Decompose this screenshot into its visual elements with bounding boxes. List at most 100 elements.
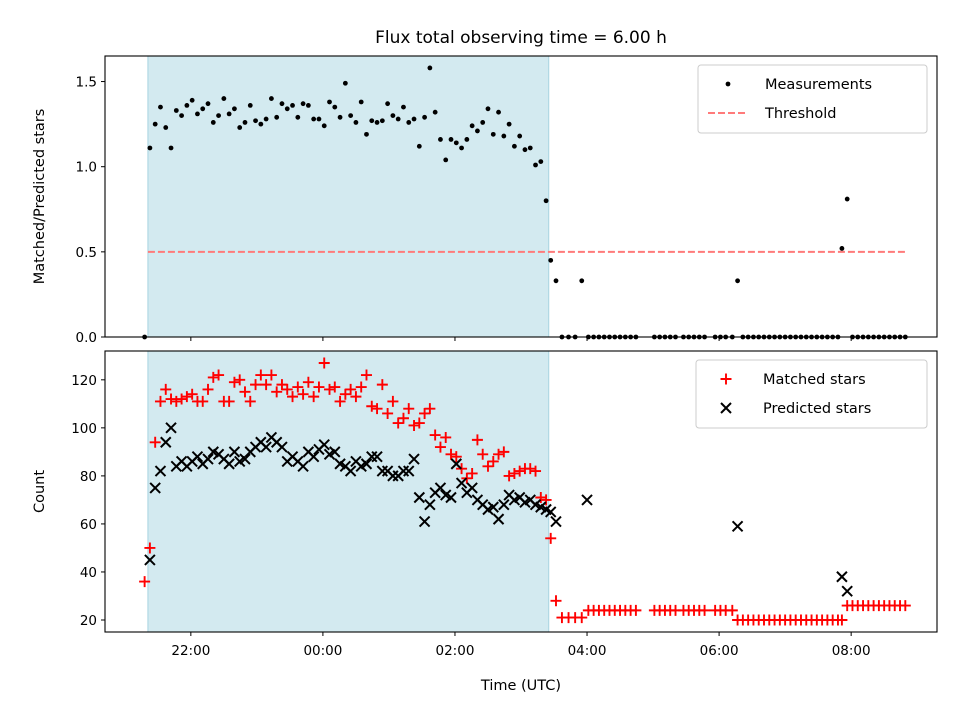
- y-tick-label: 1.0: [76, 160, 97, 176]
- data-point: [379, 118, 385, 124]
- data-point: [844, 196, 850, 202]
- data-point: [424, 499, 436, 511]
- data-point: [406, 120, 412, 125]
- data-point: [186, 388, 198, 400]
- data-point: [318, 438, 330, 451]
- axes-frame: [104, 55, 938, 338]
- data-point: [434, 441, 446, 453]
- data-point: [413, 417, 425, 429]
- data-point: [202, 383, 214, 395]
- data-point: [487, 501, 499, 513]
- data-point: [197, 395, 209, 407]
- data-point: [318, 357, 330, 369]
- y-tick-label: 0.5: [76, 245, 97, 261]
- data-point: [213, 369, 225, 381]
- y-axis-label: Count: [32, 470, 48, 513]
- data-point: [498, 446, 510, 458]
- data-point: [374, 120, 380, 125]
- data-point: [429, 429, 441, 441]
- data-point: [308, 391, 320, 403]
- data-point: [160, 436, 172, 448]
- data-point: [434, 482, 447, 494]
- data-point: [839, 246, 845, 251]
- data-point: [459, 145, 464, 151]
- data-point: [403, 403, 415, 415]
- legend-label: Predicted stars: [763, 401, 871, 417]
- data-point: [411, 116, 417, 122]
- data-point: [469, 123, 475, 129]
- data-point: [165, 393, 177, 405]
- data-point: [327, 99, 332, 105]
- data-point: [302, 376, 314, 388]
- data-point: [533, 162, 538, 168]
- data-point: [490, 131, 496, 137]
- legend-label: Measurements: [765, 77, 872, 93]
- data-point: [160, 383, 172, 395]
- data-point: [305, 102, 311, 108]
- data-point: [450, 451, 462, 463]
- data-point: [149, 436, 161, 448]
- data-point: [485, 106, 491, 112]
- data-point: [450, 458, 462, 470]
- data-point: [445, 491, 457, 504]
- data-point: [260, 379, 272, 391]
- data-point: [255, 369, 267, 381]
- data-point: [514, 465, 526, 477]
- data-point: [841, 585, 853, 597]
- data-point: [530, 465, 542, 477]
- data-point: [419, 407, 431, 419]
- data-point: [253, 118, 258, 124]
- data-point: [535, 492, 547, 504]
- data-point: [397, 412, 409, 424]
- data-point: [147, 145, 153, 151]
- data-point: [344, 465, 357, 477]
- data-point: [836, 614, 848, 626]
- count-panel: 20 40 60 80 100 120 22:00 00:00 02:00 04:00 06:00 0…: [32, 350, 938, 659]
- data-point: [369, 118, 375, 124]
- data-point: [432, 109, 438, 115]
- data-point: [295, 114, 301, 120]
- data-point: [496, 109, 501, 115]
- data-point: [279, 101, 285, 107]
- x-tick-label: 08:00: [832, 643, 871, 659]
- data-point: [144, 554, 156, 566]
- data-point: [456, 463, 468, 475]
- data-point: [274, 114, 280, 120]
- data-point: [265, 369, 277, 381]
- data-point: [424, 403, 436, 415]
- legend: Matched stars Predicted stars: [695, 359, 928, 429]
- data-point: [371, 450, 383, 463]
- data-point: [461, 472, 473, 484]
- data-point: [189, 97, 195, 103]
- data-point: [316, 116, 322, 122]
- data-point: [401, 104, 406, 110]
- data-point: [480, 120, 486, 125]
- data-point: [311, 116, 317, 122]
- data-point: [418, 515, 431, 528]
- x-tick-label: 06:00: [700, 643, 739, 659]
- data-point: [300, 101, 306, 107]
- data-point: [324, 383, 336, 395]
- data-point: [348, 113, 354, 119]
- data-point: [382, 407, 394, 419]
- legend-label: Matched stars: [763, 372, 866, 388]
- data-point: [149, 482, 161, 494]
- data-point: [228, 376, 240, 388]
- data-point: [471, 434, 483, 446]
- data-point: [207, 371, 219, 383]
- data-point: [731, 520, 744, 533]
- data-point: [464, 137, 470, 142]
- data-point: [226, 111, 232, 117]
- data-point: [376, 379, 388, 391]
- data-point: [395, 116, 401, 122]
- y-tick-label: 20: [80, 613, 97, 629]
- x-tick-label: 00:00: [303, 643, 342, 659]
- data-point: [205, 101, 211, 107]
- data-point: [448, 137, 454, 142]
- data-point: [170, 395, 182, 407]
- data-point: [427, 65, 433, 71]
- y-tick-label: 0.0: [76, 330, 97, 346]
- data-point: [210, 120, 216, 125]
- data-point: [443, 157, 449, 163]
- data-point: [176, 393, 188, 405]
